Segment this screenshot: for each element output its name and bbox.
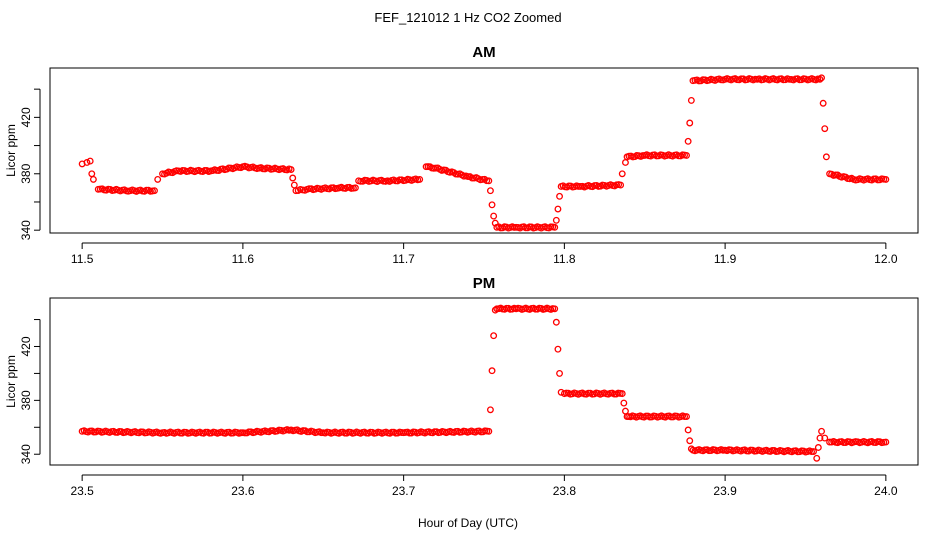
pm-x-axis: 23.5 23.6 23.7 23.8 23.9 24.0 bbox=[70, 474, 898, 498]
am-y-tick-label: 420 bbox=[19, 107, 33, 127]
pm-data-point bbox=[485, 427, 493, 435]
am-panel-title: AM bbox=[472, 44, 495, 61]
am-data-point bbox=[464, 173, 472, 181]
am-data-point bbox=[86, 157, 94, 165]
am-x-axis: 11.5 11.6 11.7 11.8 11.9 12.0 bbox=[71, 242, 898, 266]
am-data-point bbox=[468, 174, 476, 182]
pm-data-point bbox=[882, 438, 890, 446]
am-y-tick-label: 380 bbox=[19, 163, 33, 183]
pm-data-points bbox=[78, 304, 890, 462]
am-data-point bbox=[687, 96, 695, 104]
am-data-point bbox=[684, 137, 692, 145]
am-data-point bbox=[485, 177, 493, 185]
am-data-point bbox=[551, 223, 559, 231]
am-data-point bbox=[151, 187, 158, 195]
pm-data-point bbox=[552, 318, 560, 326]
am-x-tick-label: 11.6 bbox=[232, 252, 255, 266]
pm-data-point bbox=[486, 406, 494, 414]
am-x-tick-label: 11.5 bbox=[71, 252, 94, 266]
pm-data-point bbox=[821, 434, 829, 442]
am-data-point bbox=[819, 99, 827, 107]
am-x-tick-label: 11.7 bbox=[392, 252, 415, 266]
am-data-point bbox=[486, 187, 494, 195]
am-data-point bbox=[357, 177, 365, 185]
am-y-axis-label: Licor ppm bbox=[4, 124, 18, 177]
figure-title: FEF_121012 1 Hz CO2 Zoomed bbox=[374, 10, 561, 25]
pm-data-point bbox=[814, 444, 822, 451]
am-data-point bbox=[816, 75, 824, 83]
pm-y-axis-label: Licor ppm bbox=[4, 355, 18, 408]
pm-y-axis: 340 380 420 bbox=[19, 319, 41, 464]
pm-data-point bbox=[554, 345, 562, 353]
am-data-point bbox=[818, 74, 826, 82]
pm-data-point bbox=[488, 367, 496, 375]
am-data-point bbox=[822, 153, 830, 161]
am-data-point bbox=[290, 181, 298, 189]
am-data-point bbox=[556, 192, 563, 200]
pm-y-tick-label: 380 bbox=[19, 390, 33, 410]
pm-x-tick-label: 23.9 bbox=[713, 484, 737, 498]
am-data-point bbox=[821, 125, 829, 133]
am-data-point bbox=[882, 175, 890, 183]
pm-x-tick-label: 23.8 bbox=[553, 484, 577, 498]
pm-data-point bbox=[551, 305, 559, 313]
am-data-point bbox=[88, 170, 96, 178]
am-panel: AM 11.5 11.6 11.7 11.8 11.9 12.0 340 380 420 Li… bbox=[4, 44, 919, 266]
am-data-point bbox=[292, 187, 300, 195]
pm-plot-frame bbox=[49, 297, 919, 466]
am-data-point bbox=[490, 212, 498, 220]
pm-x-tick-label: 24.0 bbox=[874, 484, 898, 498]
pm-x-tick-label: 23.5 bbox=[70, 484, 94, 498]
pm-panel: PM 23.5 23.6 23.7 23.8 23.9 24.0 340 380 420 Li… bbox=[4, 275, 919, 498]
am-y-tick-label: 340 bbox=[19, 220, 33, 240]
pm-data-point bbox=[818, 427, 826, 435]
am-data-point bbox=[83, 159, 91, 166]
am-x-tick-label: 11.8 bbox=[553, 252, 576, 266]
pm-data-point bbox=[686, 437, 694, 445]
am-data-point bbox=[491, 219, 499, 227]
pm-data-point bbox=[618, 390, 626, 398]
am-data-points bbox=[78, 74, 890, 232]
am-data-point bbox=[683, 151, 690, 159]
am-data-point bbox=[686, 119, 694, 127]
pm-data-point bbox=[810, 448, 817, 455]
am-x-tick-label: 11.9 bbox=[714, 252, 737, 266]
pm-data-point bbox=[816, 434, 824, 442]
am-data-point bbox=[552, 216, 560, 224]
figure-x-axis-label: Hour of Day (UTC) bbox=[418, 516, 518, 530]
pm-x-tick-label: 23.7 bbox=[392, 484, 416, 498]
am-data-point bbox=[287, 166, 295, 173]
pm-data-point bbox=[683, 413, 690, 420]
pm-y-tick-label: 420 bbox=[19, 336, 33, 356]
am-data-point bbox=[618, 170, 626, 178]
pm-data-point bbox=[620, 399, 628, 407]
pm-data-point bbox=[556, 369, 563, 377]
am-data-point bbox=[622, 159, 629, 166]
am-data-point bbox=[154, 175, 162, 183]
pm-y-tick-label: 340 bbox=[19, 444, 33, 464]
am-data-point bbox=[488, 201, 496, 209]
am-plot-frame bbox=[49, 67, 919, 234]
am-data-point bbox=[289, 174, 297, 182]
pm-x-tick-label: 23.6 bbox=[231, 484, 255, 498]
am-data-point bbox=[617, 181, 625, 189]
am-y-axis: 340 380 420 bbox=[19, 88, 41, 240]
pm-panel-title: PM bbox=[473, 275, 496, 292]
am-data-point bbox=[554, 205, 562, 213]
am-data-point bbox=[416, 175, 424, 183]
am-data-point bbox=[351, 184, 359, 192]
pm-data-point bbox=[813, 454, 821, 462]
am-x-tick-label: 12.0 bbox=[874, 252, 898, 266]
pm-data-point bbox=[684, 426, 692, 434]
pm-data-point bbox=[490, 332, 498, 340]
am-data-point bbox=[89, 175, 97, 183]
